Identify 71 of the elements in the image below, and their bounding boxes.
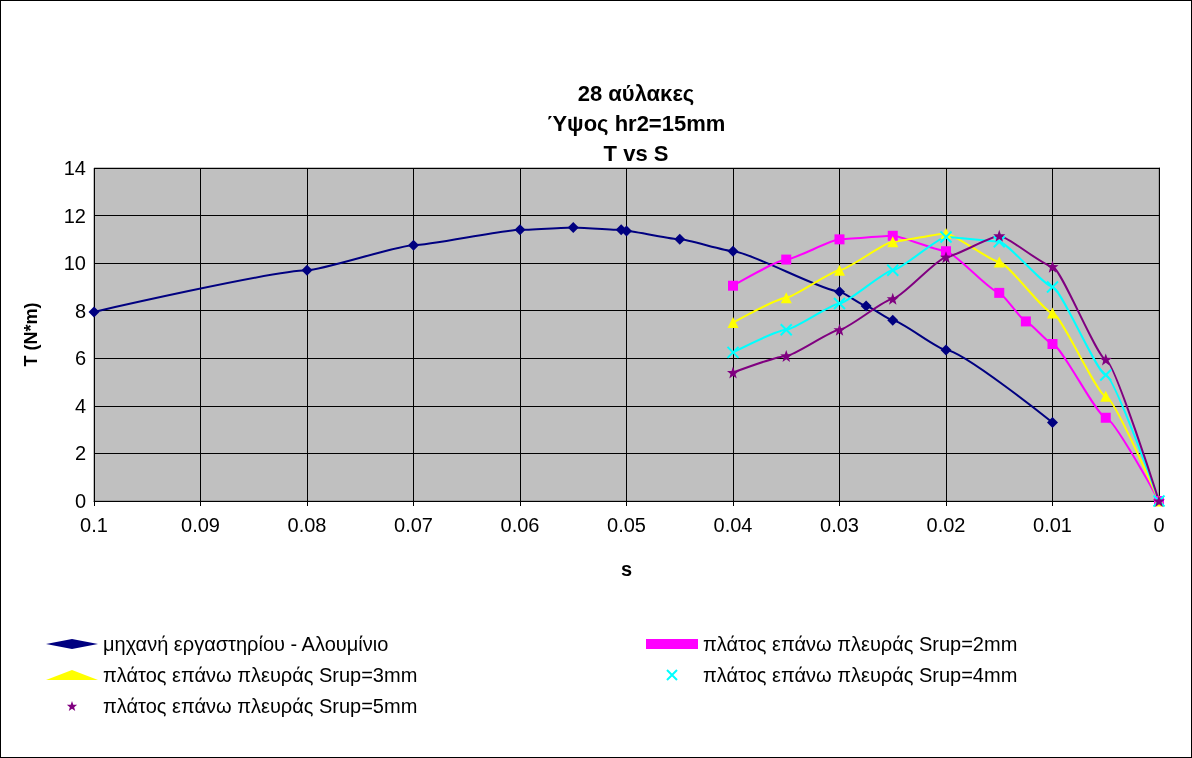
legend-label: πλάτος επάνω πλευράς Srup=4mm	[703, 664, 1018, 686]
point	[860, 300, 872, 312]
point	[940, 344, 952, 356]
point	[1047, 339, 1058, 350]
y-tick-label: 8	[74, 299, 86, 322]
point	[1047, 417, 1058, 429]
chart-title: 28 αύλακες Ύψος hr2=15mm T vs S	[546, 80, 726, 166]
point	[88, 306, 100, 318]
point	[992, 235, 1006, 249]
point	[886, 292, 899, 305]
y-tick-label: 0	[74, 490, 86, 512]
point	[833, 323, 846, 336]
point	[993, 229, 1006, 242]
point	[674, 233, 686, 245]
point	[301, 264, 313, 276]
point	[726, 345, 740, 359]
point	[939, 230, 953, 244]
point	[1100, 412, 1111, 423]
point	[727, 366, 739, 379]
point	[781, 254, 792, 265]
point	[1020, 316, 1031, 327]
x-tick-label: 0	[1153, 514, 1165, 536]
point	[514, 224, 526, 236]
x-tick-label: 0.04	[713, 514, 753, 536]
point	[779, 323, 793, 337]
x-tick-label: 0.1	[80, 514, 108, 536]
x-tick-label: 0.02	[926, 514, 966, 536]
point	[727, 317, 739, 329]
point	[886, 263, 900, 277]
y-tick-label: 14	[63, 157, 86, 179]
x-tick-label: 0.09	[181, 514, 220, 536]
point	[728, 280, 738, 291]
point	[1047, 307, 1058, 319]
point	[780, 349, 793, 362]
point	[887, 230, 898, 241]
legend-label: μηχανή εργαστηρίου - Αλουμίνιο	[103, 633, 389, 655]
y-tick-label: 4	[74, 394, 86, 417]
point	[1046, 280, 1059, 294]
point	[887, 314, 899, 326]
point	[940, 251, 952, 264]
point	[834, 286, 845, 298]
legend-label: πλάτος επάνω πλευράς Srup=2mm	[703, 633, 1018, 655]
point	[994, 287, 1005, 298]
legend-label: πλάτος επάνω πλευράς Srup=5mm	[103, 695, 418, 717]
y-tick-label: 10	[63, 252, 86, 275]
x-tick-label: 0.01	[1033, 514, 1072, 536]
point	[993, 256, 1005, 268]
point	[408, 239, 419, 251]
point	[834, 234, 845, 245]
x-tick-label: 0.08	[287, 514, 327, 536]
x-tick-label: 0.07	[394, 514, 433, 536]
point	[1099, 368, 1113, 382]
point	[727, 245, 739, 257]
point	[567, 221, 579, 233]
point	[833, 297, 846, 311]
point	[1100, 390, 1112, 402]
point	[1046, 260, 1059, 273]
y-tick-label: 12	[63, 204, 86, 227]
point	[1099, 353, 1112, 366]
point	[887, 236, 899, 248]
x-axis-title: s	[620, 558, 633, 580]
x-tick-label: 0.03	[820, 514, 859, 536]
point	[941, 246, 951, 257]
x-tick-label: 0.06	[500, 514, 540, 536]
x-tick-label: 0.05	[607, 514, 646, 536]
y-tick-label: 6	[74, 347, 86, 370]
y-axis-title: T (N*m)	[21, 302, 41, 367]
point	[780, 292, 792, 304]
y-tick-label: 2	[74, 442, 86, 465]
point	[834, 264, 845, 276]
legend-label: πλάτος επάνω πλευράς Srup=3mm	[103, 664, 418, 686]
